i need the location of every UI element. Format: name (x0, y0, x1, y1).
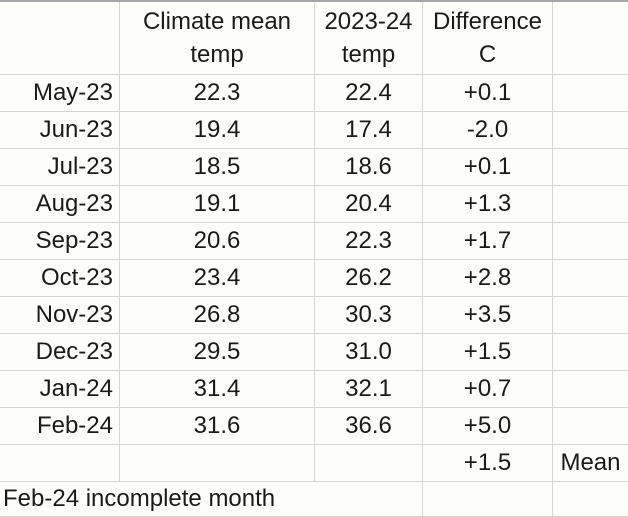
season-temp-cell[interactable]: 20.4 (315, 186, 423, 223)
season-temp-cell[interactable]: 36.6 (315, 408, 423, 445)
month-cell[interactable]: Oct-23 (0, 260, 120, 297)
difference-cell[interactable]: +5.0 (423, 408, 553, 445)
climate-mean-temp-cell[interactable]: 19.1 (120, 186, 315, 223)
extra-cell[interactable] (553, 334, 628, 371)
footnote-row-empty-end-cell[interactable] (553, 482, 628, 517)
difference-cell[interactable]: +0.7 (423, 371, 553, 408)
extra-cell[interactable] (553, 371, 628, 408)
header-cell-extra[interactable] (553, 2, 628, 75)
header-cell-2023-24-temp[interactable]: 2023-24 temp (315, 2, 423, 75)
month-cell[interactable]: Sep-23 (0, 223, 120, 260)
month-cell[interactable]: Jan-24 (0, 371, 120, 408)
difference-cell[interactable]: +1.3 (423, 186, 553, 223)
difference-cell[interactable]: +2.8 (423, 260, 553, 297)
extra-cell[interactable] (553, 260, 628, 297)
month-cell[interactable]: Dec-23 (0, 334, 120, 371)
header-cell-climate-mean-temp[interactable]: Climate mean temp (120, 2, 315, 75)
month-cell[interactable]: Jun-23 (0, 112, 120, 149)
difference-cell[interactable]: +3.5 (423, 297, 553, 334)
season-temp-cell[interactable]: 22.3 (315, 223, 423, 260)
extra-cell[interactable] (553, 75, 628, 112)
difference-cell[interactable]: -2.0 (423, 112, 553, 149)
climate-mean-temp-cell[interactable]: 26.8 (120, 297, 315, 334)
footnote-row-empty-cell[interactable] (423, 482, 553, 517)
extra-cell[interactable] (553, 149, 628, 186)
climate-mean-temp-cell[interactable]: 22.3 (120, 75, 315, 112)
mean-row-empty-month-cell[interactable] (0, 445, 120, 482)
climate-mean-temp-cell[interactable]: 31.4 (120, 371, 315, 408)
header-cell-difference-c[interactable]: Difference C (423, 2, 553, 75)
season-temp-cell[interactable]: 30.3 (315, 297, 423, 334)
extra-cell[interactable] (553, 112, 628, 149)
season-temp-cell[interactable]: 22.4 (315, 75, 423, 112)
climate-mean-temp-cell[interactable]: 29.5 (120, 334, 315, 371)
month-cell[interactable]: May-23 (0, 75, 120, 112)
month-cell[interactable]: Aug-23 (0, 186, 120, 223)
difference-cell[interactable]: +1.5 (423, 334, 553, 371)
extra-cell[interactable] (553, 408, 628, 445)
extra-cell[interactable] (553, 186, 628, 223)
mean-difference-value-cell[interactable]: +1.5 (423, 445, 553, 482)
month-cell[interactable]: Feb-24 (0, 408, 120, 445)
mean-row-empty-temp-cell[interactable] (315, 445, 423, 482)
extra-cell[interactable] (553, 297, 628, 334)
difference-cell[interactable]: +0.1 (423, 149, 553, 186)
climate-mean-temp-cell[interactable]: 18.5 (120, 149, 315, 186)
difference-cell[interactable]: +1.7 (423, 223, 553, 260)
climate-mean-temp-cell[interactable]: 20.6 (120, 223, 315, 260)
season-temp-cell[interactable]: 18.6 (315, 149, 423, 186)
mean-label-cell[interactable]: Mean (553, 445, 628, 482)
season-temp-cell[interactable]: 32.1 (315, 371, 423, 408)
month-cell[interactable]: Jul-23 (0, 149, 120, 186)
season-temp-cell[interactable]: 17.4 (315, 112, 423, 149)
header-cell-month[interactable] (0, 2, 120, 75)
season-temp-cell[interactable]: 31.0 (315, 334, 423, 371)
month-cell[interactable]: Nov-23 (0, 297, 120, 334)
extra-cell[interactable] (553, 223, 628, 260)
climate-mean-temp-cell[interactable]: 23.4 (120, 260, 315, 297)
footnote-cell[interactable]: Feb-24 incomplete month (0, 482, 423, 517)
difference-cell[interactable]: +0.1 (423, 75, 553, 112)
climate-mean-temp-cell[interactable]: 31.6 (120, 408, 315, 445)
mean-row-empty-climate-cell[interactable] (120, 445, 315, 482)
climate-mean-temp-cell[interactable]: 19.4 (120, 112, 315, 149)
season-temp-cell[interactable]: 26.2 (315, 260, 423, 297)
